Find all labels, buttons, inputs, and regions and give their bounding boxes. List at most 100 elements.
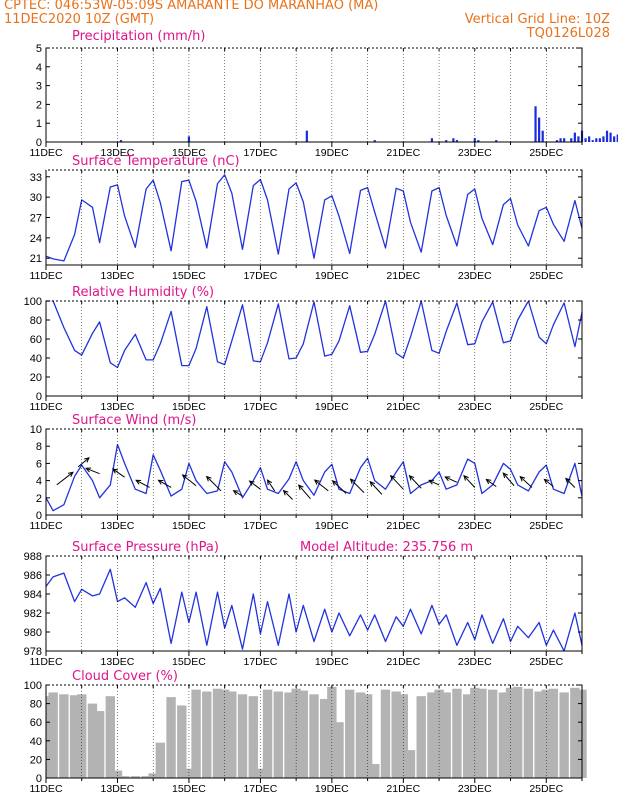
- cloud-bar: [262, 689, 273, 778]
- wind-arrow: [297, 484, 311, 499]
- cloud-bar: [505, 687, 516, 778]
- humidity-x-tick-label: 19DEC: [315, 401, 349, 413]
- humidity-x-tick-label: 23DEC: [458, 401, 492, 413]
- cloud-bar: [248, 696, 258, 778]
- humidity-x-tick-label: 17DEC: [243, 401, 277, 413]
- pressure-x-tick-label: 23DEC: [458, 656, 492, 668]
- cloud-bar: [320, 698, 330, 778]
- temperature-x-tick-label: 15DEC: [172, 270, 206, 282]
- precip-bar: [584, 138, 587, 142]
- pressure-x-tick-label: 13DEC: [101, 656, 135, 668]
- temperature-y-tick-label: 24: [30, 233, 42, 245]
- cloud-bar: [405, 750, 416, 778]
- cloud-bar: [227, 691, 237, 778]
- cloud-bar: [59, 694, 69, 778]
- precip-bar: [559, 138, 562, 142]
- precip-bar: [577, 136, 580, 142]
- header-grid-note: Vertical Grid Line: 10Z: [464, 12, 610, 27]
- cloud-bar: [130, 776, 141, 778]
- cloud-bar: [477, 688, 487, 778]
- wind-x-tick-label: 13DEC: [101, 520, 135, 532]
- wind-x-tick-label: 21DEC: [386, 520, 420, 532]
- wind-arrow: [266, 479, 276, 492]
- cloud-bar: [391, 691, 401, 778]
- precip-title: Precipitation (mm/h): [72, 29, 205, 44]
- precip-bar: [445, 140, 448, 142]
- pressure-y-tick-label: 982: [24, 608, 42, 620]
- precip-bar: [588, 136, 591, 142]
- cloud-bar: [559, 692, 569, 778]
- cloud-bar: [237, 694, 248, 778]
- header-date: 11DEC2020 10Z (GMT): [4, 12, 155, 27]
- temperature-x-tick-label: 21DEC: [386, 270, 420, 282]
- cloud-bar: [487, 689, 498, 778]
- wind-y-tick-label: 2: [36, 493, 42, 505]
- precip-x-tick-label: 21DEC: [386, 147, 420, 159]
- precip-x-tick-label: 13DEC: [101, 147, 135, 159]
- humidity-x-tick-label: 25DEC: [529, 401, 563, 413]
- precip-x-tick-label: 11DEC: [29, 147, 62, 159]
- humidity-y-tick-label: 40: [30, 353, 42, 365]
- cloud-bar: [298, 690, 308, 778]
- pressure-frame: [45, 555, 583, 652]
- precip-bar: [452, 138, 455, 142]
- cloud-y-tick-label: 100: [24, 680, 42, 692]
- temperature-line: [45, 174, 583, 262]
- precip-bar: [570, 138, 573, 142]
- cloud-y-tick-label: 40: [30, 736, 42, 748]
- wind-y-tick-label: 10: [30, 424, 42, 436]
- cloud-bar: [119, 776, 130, 778]
- cloud-x-tick-label: 17DEC: [243, 783, 277, 795]
- humidity-title: Relative Humidity (%): [72, 285, 214, 300]
- wind-x-tick-label: 23DEC: [458, 520, 492, 532]
- precip-bar: [616, 134, 618, 142]
- pressure-title: Surface Pressure (hPa): [72, 540, 219, 555]
- cloud-bar: [87, 703, 98, 778]
- precip-bar: [541, 130, 544, 142]
- humidity-y-tick-label: 80: [30, 315, 42, 327]
- precip-x-tick-label: 17DEC: [243, 147, 277, 159]
- precip-bar: [609, 132, 612, 142]
- humidity-line: [46, 300, 583, 369]
- temperature-x-tick-label: 25DEC: [529, 270, 563, 282]
- wind-x-tick-label: 11DEC: [29, 520, 62, 532]
- wind-arrow: [408, 474, 422, 489]
- cloud-x-tick-label: 13DEC: [101, 783, 135, 795]
- cloud-y-tick-label: 0: [36, 773, 42, 785]
- pressure-annotation: Model Altitude: 235.756 m: [300, 540, 473, 555]
- precip-bar: [591, 140, 594, 142]
- header-model-id: TQ0126L028: [526, 26, 610, 41]
- cloud-bar: [498, 692, 509, 778]
- humidity-y-tick-label: 0: [36, 391, 42, 403]
- cloud-bar: [69, 695, 80, 778]
- pressure-x-tick-label: 25DEC: [529, 656, 563, 668]
- wind-arrow: [77, 457, 90, 468]
- humidity-x-tick-label: 13DEC: [101, 401, 135, 413]
- cloud-bar: [327, 686, 337, 778]
- cloud-x-tick-label: 23DEC: [458, 783, 492, 795]
- temperature-y-tick-label: 27: [30, 213, 42, 225]
- wind-arrow: [111, 468, 125, 478]
- cloud-x-tick-label: 21DEC: [386, 783, 420, 795]
- wind-arrow: [181, 474, 197, 487]
- precip-bar: [373, 140, 376, 142]
- pressure-y-tick-label: 988: [24, 551, 42, 563]
- wind-x-tick-label: 25DEC: [529, 520, 563, 532]
- pressure-x-tick-label: 11DEC: [29, 656, 62, 668]
- wind-arrow: [232, 490, 243, 497]
- wind-arrow: [543, 478, 554, 488]
- header: CPTEC: 046:53W-05:09S AMARANTE DO MARANH…: [0, 0, 618, 48]
- temperature-title: Surface Temperature (nC): [72, 154, 240, 169]
- cloud-bar: [202, 691, 212, 778]
- precip-bar: [595, 138, 598, 142]
- wind-y-tick-label: 0: [36, 510, 42, 522]
- humidity-x-tick-label: 15DEC: [172, 401, 206, 413]
- precip-bar: [455, 140, 459, 142]
- cloud-x-tick-label: 25DEC: [529, 783, 563, 795]
- pressure-x-tick-label: 21DEC: [386, 656, 420, 668]
- wind-arrow: [85, 467, 100, 475]
- precip-y-tick-label: 5: [36, 43, 42, 55]
- cloud-bar: [105, 696, 116, 778]
- wind-arrow: [463, 474, 476, 488]
